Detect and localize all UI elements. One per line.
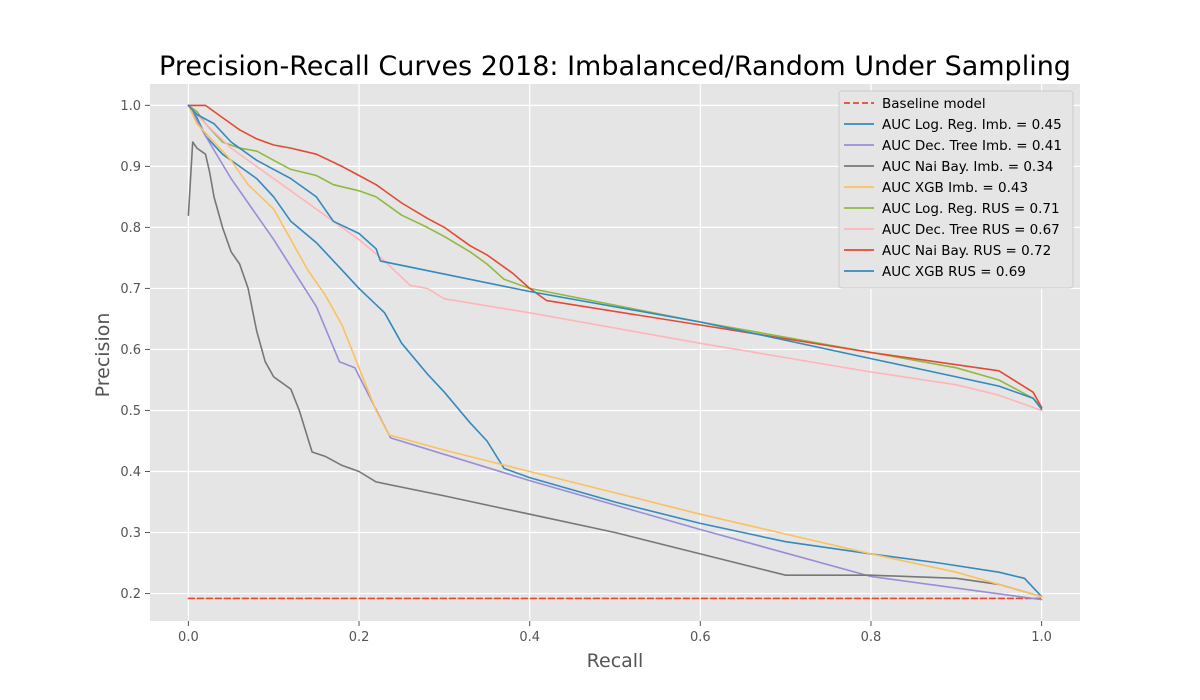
chart-title: Precision-Recall Curves 2018: Imbalanced… [159, 51, 1071, 82]
legend-label-6: AUC Dec. Tree RUS = 0.67 [882, 222, 1060, 238]
y-tick-label: 0.2 [120, 587, 141, 602]
series-line-6 [187, 104, 1043, 412]
y-axis-label: Precision [92, 313, 114, 398]
x-tick-label: 0.0 [178, 630, 199, 645]
x-tick-label: 0.4 [519, 630, 540, 645]
series-line-3 [187, 141, 1043, 598]
y-tick-label: 0.8 [120, 221, 141, 236]
axis-ticks: 0.0 0.2 0.4 0.6 0.8 1.0 0.2 0.3 0.4 0.5 0.6 0.7 0.8 0… [120, 99, 1052, 645]
y-tick-label: 0.6 [120, 343, 141, 358]
legend-label-0: Baseline model [882, 96, 986, 112]
y-tick-label: 0.5 [120, 404, 141, 419]
y-tick-label: 0.4 [120, 465, 141, 480]
x-tick-label: 0.2 [349, 630, 370, 645]
y-tick-label: 0.7 [120, 282, 141, 297]
series-layer [187, 104, 1043, 601]
y-tick-label: 0.3 [120, 526, 141, 541]
legend-label-4: AUC XGB Imb. = 0.43 [882, 180, 1028, 196]
grid-lines [150, 84, 1080, 621]
legend-label-3: AUC Nai Bay. Imb. = 0.34 [882, 159, 1053, 175]
series-line-1 [187, 104, 1043, 598]
legend-label-8: AUC XGB RUS = 0.69 [882, 264, 1026, 280]
y-tick-label: 0.9 [120, 160, 141, 175]
legend-label-7: AUC Nai Bay. RUS = 0.72 [882, 243, 1051, 259]
legend: Baseline model AUC Log. Reg. Imb. = 0.45 A… [838, 90, 1074, 289]
legend-label-1: AUC Log. Reg. Imb. = 0.45 [882, 117, 1062, 133]
y-tick-label: 1.0 [120, 99, 141, 114]
series-line-2 [187, 104, 1043, 601]
legend-box [838, 90, 1074, 289]
legend-label-2: AUC Dec. Tree Imb. = 0.41 [882, 138, 1062, 154]
x-tick-label: 0.8 [861, 630, 882, 645]
legend-label-5: AUC Log. Reg. RUS = 0.71 [882, 201, 1060, 217]
series-line-8 [187, 104, 1043, 411]
x-axis-label: Recall [587, 650, 644, 672]
x-tick-label: 1.0 [1031, 630, 1052, 645]
series-line-7 [187, 104, 1043, 409]
x-tick-label: 0.6 [690, 630, 711, 645]
series-line-4 [187, 104, 1043, 598]
